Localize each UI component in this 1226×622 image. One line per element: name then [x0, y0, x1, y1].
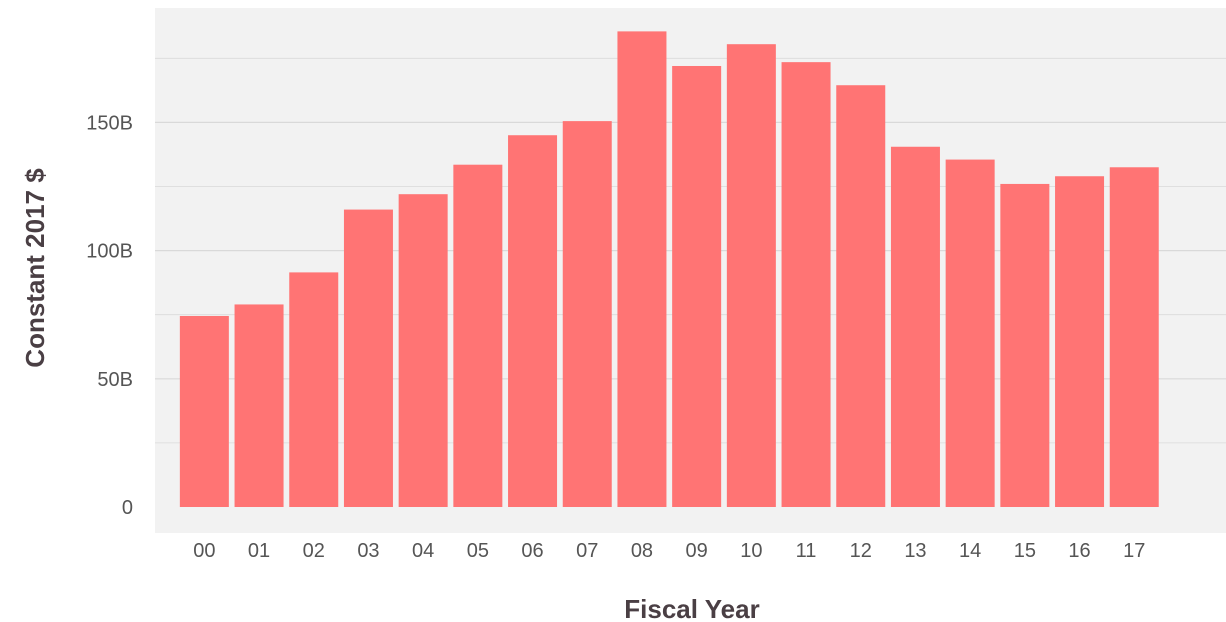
- bar-09: [672, 65, 722, 507]
- bar-07: [562, 121, 612, 508]
- x-tick-label: 05: [467, 540, 489, 562]
- x-tick-label: 00: [193, 540, 215, 562]
- x-tick-labels: 00 01 02 03 04 05 06 07 08 09 10 11 12 13 14 15 16 17: [193, 540, 1145, 562]
- x-tick-label: 12: [850, 540, 872, 562]
- x-tick-label: 11: [796, 540, 817, 562]
- x-tick-label: 13: [904, 540, 926, 562]
- bar-04: [398, 194, 448, 507]
- bar-05: [453, 164, 503, 507]
- y-tick-label: 100B: [86, 241, 133, 263]
- x-tick-label: 14: [959, 540, 981, 562]
- x-tick-label: 01: [248, 540, 270, 562]
- x-tick-label: 08: [631, 540, 653, 562]
- x-tick-label: 16: [1068, 540, 1090, 562]
- x-tick-label: 17: [1123, 540, 1145, 562]
- y-tick-label: 50B: [97, 369, 133, 391]
- bar-14: [945, 159, 995, 507]
- x-axis-title: Fiscal Year: [624, 594, 759, 622]
- x-tick-label: 09: [686, 540, 708, 562]
- bar-13: [890, 146, 940, 507]
- bar-01: [234, 304, 284, 507]
- y-tick-labels: 0 50B 100B 150B: [86, 112, 133, 519]
- x-tick-label: 10: [740, 540, 762, 562]
- x-tick-label: 07: [576, 540, 598, 562]
- bar-00: [179, 315, 229, 507]
- y-axis-title: Constant 2017 $: [20, 168, 50, 368]
- x-tick-label: 04: [412, 540, 434, 562]
- x-tick-label: 03: [357, 540, 379, 562]
- bar-17: [1109, 167, 1159, 507]
- x-tick-label: 02: [303, 540, 325, 562]
- y-tick-label: 150B: [86, 112, 133, 134]
- y-tick-label: 0: [122, 497, 133, 519]
- bar-15: [1000, 183, 1050, 507]
- bar-08: [617, 31, 667, 508]
- bar-16: [1055, 176, 1105, 507]
- bar-02: [289, 272, 339, 507]
- x-tick-label: 06: [521, 540, 543, 562]
- bar-06: [508, 135, 558, 507]
- x-tick-label: 15: [1014, 540, 1036, 562]
- bar-03: [343, 209, 393, 508]
- bars: [179, 31, 1159, 508]
- bar-12: [836, 85, 886, 508]
- bar-10: [726, 44, 776, 507]
- bar-11: [781, 62, 831, 508]
